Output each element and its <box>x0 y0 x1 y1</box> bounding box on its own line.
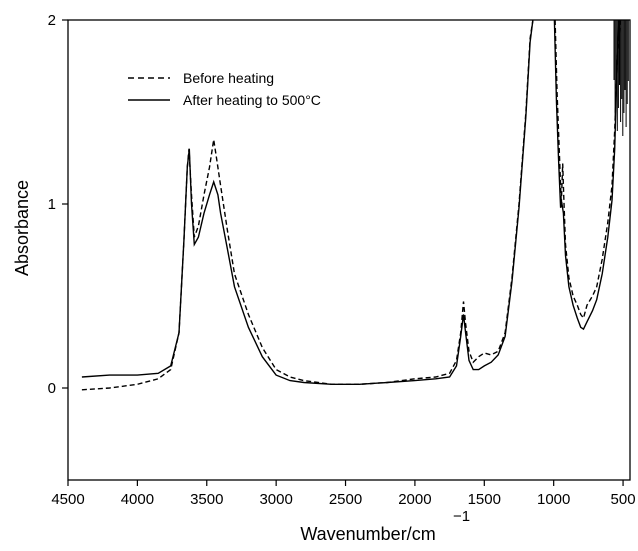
series-line-after-heating-right <box>553 19 620 331</box>
y-axis-title: Absorbance <box>12 180 32 276</box>
x-axis-title-superscript: −1 <box>453 508 470 525</box>
x-tick-label: 3000 <box>259 491 292 508</box>
series-layer <box>81 19 629 391</box>
legend: Before heating After heating to 500°C <box>128 70 321 108</box>
series-line-after-heating-left <box>81 19 534 385</box>
x-tick-label: 1000 <box>537 491 570 508</box>
x-axis-title: Wavenumber/cm <box>300 524 435 544</box>
y-tick-label: 1 <box>48 196 56 213</box>
x-tick-label: 2500 <box>329 491 362 508</box>
y-tick-label: 0 <box>48 380 56 397</box>
x-axis-ticks: 4500 4000 3500 3000 2500 2000 1500 1000 500 <box>51 480 636 508</box>
x-tick-label: 4500 <box>51 491 84 508</box>
saturated-noise-band <box>613 20 629 136</box>
legend-label: Before heating <box>183 70 274 86</box>
x-tick-label: 500 <box>611 491 636 508</box>
x-tick-label: 4000 <box>121 491 154 508</box>
x-tick-label: 1500 <box>468 491 501 508</box>
x-tick-label: 2000 <box>398 491 431 508</box>
y-tick-label: 2 <box>48 12 56 29</box>
x-tick-label: 3500 <box>190 491 223 508</box>
series-line-before-heating-right <box>554 19 621 320</box>
plot-frame <box>67 19 631 481</box>
y-axis-ticks: 0 1 2 <box>48 12 68 397</box>
legend-label: After heating to 500°C <box>183 92 321 108</box>
